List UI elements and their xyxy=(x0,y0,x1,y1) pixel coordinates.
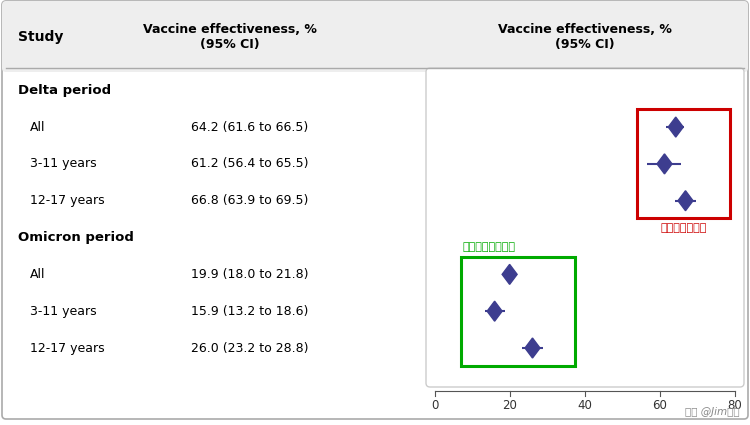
Text: Vaccine effectiveness, %
(95% CI): Vaccine effectiveness, % (95% CI) xyxy=(143,23,317,51)
Text: All: All xyxy=(30,268,46,281)
Text: 3-11 years: 3-11 years xyxy=(30,305,97,318)
Text: 64.2 (61.6 to 66.5): 64.2 (61.6 to 66.5) xyxy=(191,121,309,133)
Text: 61.2 (56.4 to 65.5): 61.2 (56.4 to 65.5) xyxy=(191,157,309,170)
Text: All: All xyxy=(30,121,46,133)
FancyBboxPatch shape xyxy=(2,1,748,419)
Text: 3-11 years: 3-11 years xyxy=(30,157,97,170)
Polygon shape xyxy=(668,117,683,137)
Text: 40: 40 xyxy=(578,399,592,412)
Bar xyxy=(460,257,574,366)
Text: Delta period: Delta period xyxy=(18,84,111,97)
Bar xyxy=(6,5,744,68)
Text: 0: 0 xyxy=(431,399,439,412)
Bar xyxy=(637,109,730,218)
Text: 80: 80 xyxy=(728,399,742,412)
FancyBboxPatch shape xyxy=(2,1,748,72)
Text: Omicron period: Omicron period xyxy=(18,231,134,244)
Polygon shape xyxy=(503,264,518,284)
Text: Study: Study xyxy=(18,29,63,43)
Text: 20: 20 xyxy=(503,399,518,412)
Text: 12-17 years: 12-17 years xyxy=(30,342,104,354)
Text: 预防德尔塔感染: 预防德尔塔感染 xyxy=(660,224,706,233)
Text: 60: 60 xyxy=(652,399,668,412)
Text: 66.8 (63.9 to 69.5): 66.8 (63.9 to 69.5) xyxy=(191,194,309,207)
Text: 15.9 (13.2 to 18.6): 15.9 (13.2 to 18.6) xyxy=(191,305,309,318)
Text: Vaccine effectiveness, %
(95% CI): Vaccine effectiveness, % (95% CI) xyxy=(498,23,672,51)
Polygon shape xyxy=(657,154,672,174)
Polygon shape xyxy=(525,338,540,358)
Text: 12-17 years: 12-17 years xyxy=(30,194,104,207)
Polygon shape xyxy=(488,301,502,321)
Text: 26.0 (23.2 to 28.8): 26.0 (23.2 to 28.8) xyxy=(191,342,309,354)
FancyBboxPatch shape xyxy=(426,68,744,387)
Text: 头条 @Jim博士: 头条 @Jim博士 xyxy=(686,407,740,417)
Text: 预防奥密克戴感染: 预防奥密克戴感染 xyxy=(463,242,515,252)
Polygon shape xyxy=(678,191,693,211)
Text: 19.9 (18.0 to 21.8): 19.9 (18.0 to 21.8) xyxy=(191,268,309,281)
